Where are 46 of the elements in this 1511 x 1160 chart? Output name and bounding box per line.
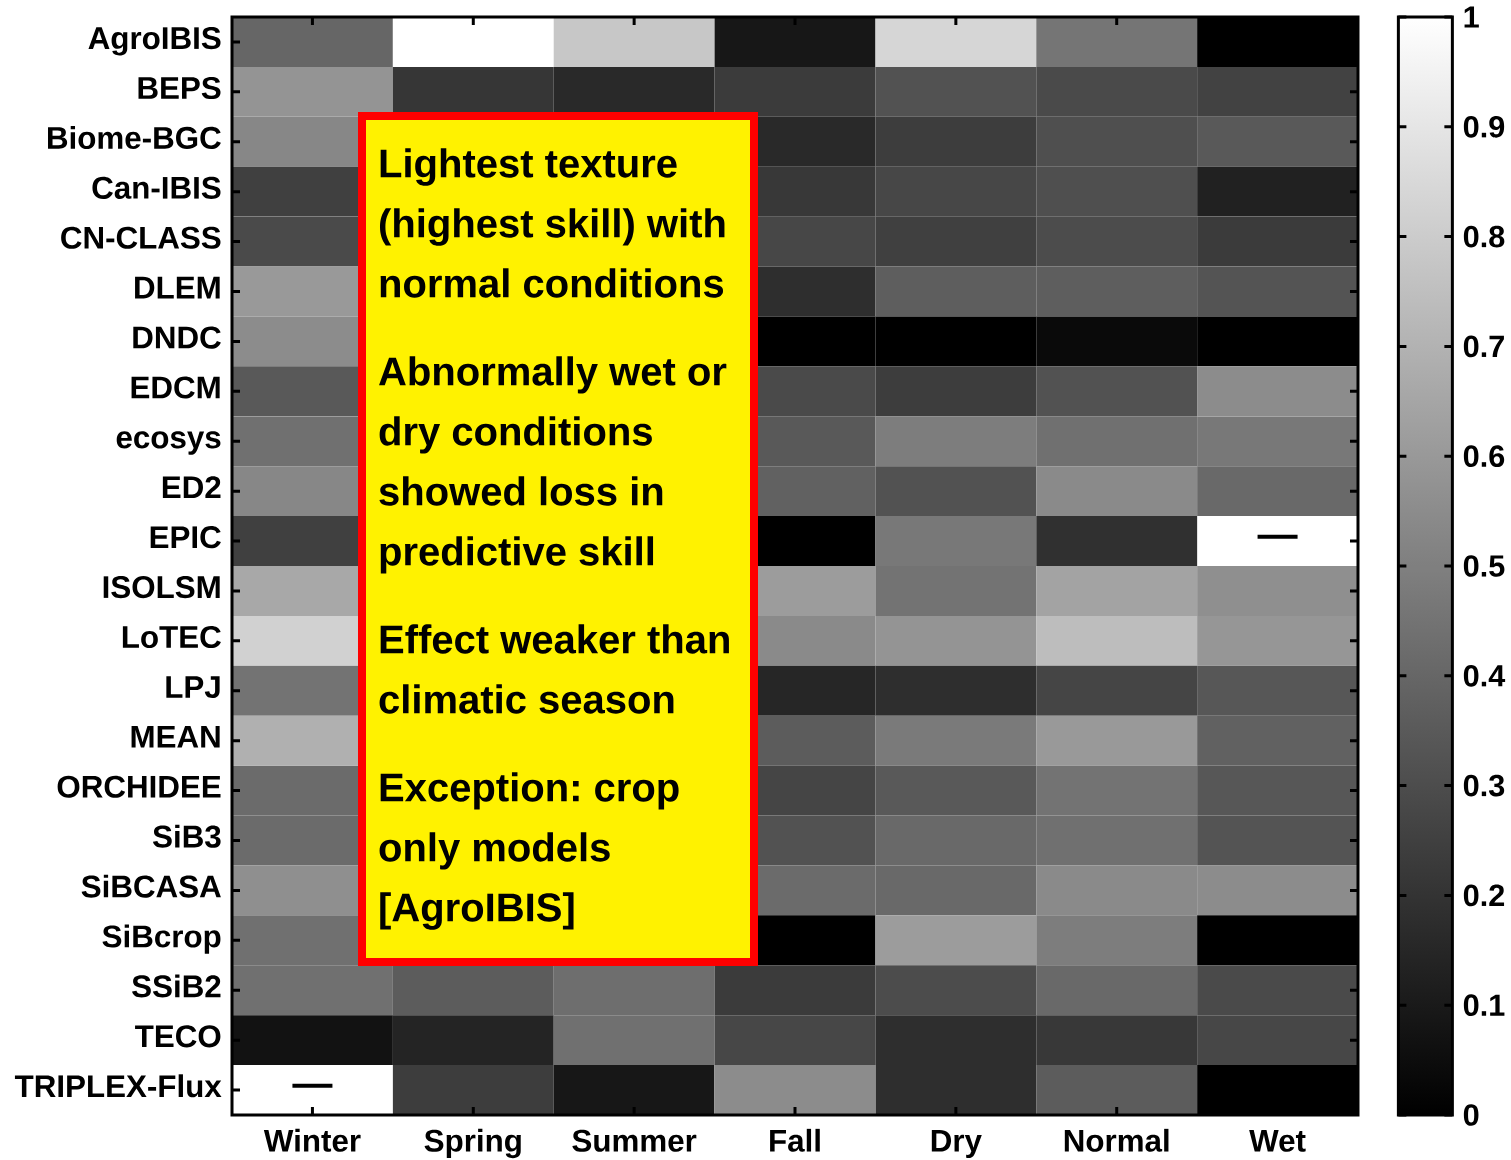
y-tick-label: ecosys: [116, 431, 221, 455]
x-tick-label: Summer: [572, 1129, 697, 1152]
y-tick-label: LPJ: [166, 676, 220, 699]
y-tick-label: AgroIBIS: [88, 27, 221, 56]
y-tick-label: CN-CLASS: [61, 226, 221, 249]
x-tick-label: Dry: [931, 1129, 982, 1159]
y-tick-label: SiBCASA: [81, 874, 221, 898]
x-tick-label: Winter: [263, 1128, 361, 1152]
y-tick-label: DLEM: [135, 276, 220, 299]
annotation: Abnormally wet or dry conditions showed loss in predictive skill: [379, 356, 727, 574]
color-bar-label: 0.9: [1463, 115, 1505, 138]
y-tick-label: TECO: [135, 1025, 221, 1048]
color-bar-label: 0.6: [1463, 445, 1505, 468]
x-tick-label: Spring: [424, 1128, 521, 1159]
y-tick-label: SiBcrop: [102, 924, 221, 954]
color-bar-label: 0.1: [1463, 994, 1505, 1017]
color-bar-label: 0.5: [1463, 555, 1505, 577]
y-tick-label: TRIPLEX-Flux: [14, 1074, 222, 1098]
y-tick-label: ORCHIDEE: [57, 775, 221, 798]
annotation: Exception: crop only models [AgroIBIS]: [379, 772, 679, 930]
color-bar-label: 0.4: [1463, 664, 1506, 687]
y-tick-label: Biome-BGC: [48, 126, 221, 150]
y-tick-label: LoTEC: [122, 625, 221, 649]
annotation: Lightest texture (highest skill) with normal conditions: [379, 148, 725, 298]
y-tick-label: SSiB2: [132, 974, 221, 998]
y-tick-label: BEPS: [138, 76, 221, 100]
y-tick-label: EPIC: [150, 526, 221, 549]
x-tick-label: Fall: [770, 1128, 820, 1152]
color-bar-label: 0.2: [1463, 884, 1505, 907]
color-bar-label: 0.7: [1463, 335, 1504, 358]
x-tick-label: Normal: [1064, 1128, 1169, 1152]
text: —: [292, 1083, 333, 1088]
color-bar-label: 0.3: [1463, 774, 1505, 797]
y-tick-label: DNDC: [133, 326, 221, 349]
y-tick-label: ED2: [162, 476, 221, 499]
y-tick-label: EDCM: [131, 376, 220, 399]
color-bar-label: 0: [1463, 1104, 1479, 1126]
x-tick-label: Wet: [1249, 1129, 1306, 1152]
y-tick-label: MEAN: [131, 726, 220, 748]
annotation: Effect weaker than climatic season: [379, 624, 729, 714]
text: —: [1257, 534, 1298, 539]
y-tick-label: ISOLSM: [103, 576, 220, 599]
color-bar-label: 0.8: [1463, 225, 1505, 248]
color-bar-label: 1: [1464, 6, 1479, 28]
y-tick-label: Can-IBIS: [92, 176, 221, 199]
y-tick-label: SiB3: [152, 824, 221, 848]
